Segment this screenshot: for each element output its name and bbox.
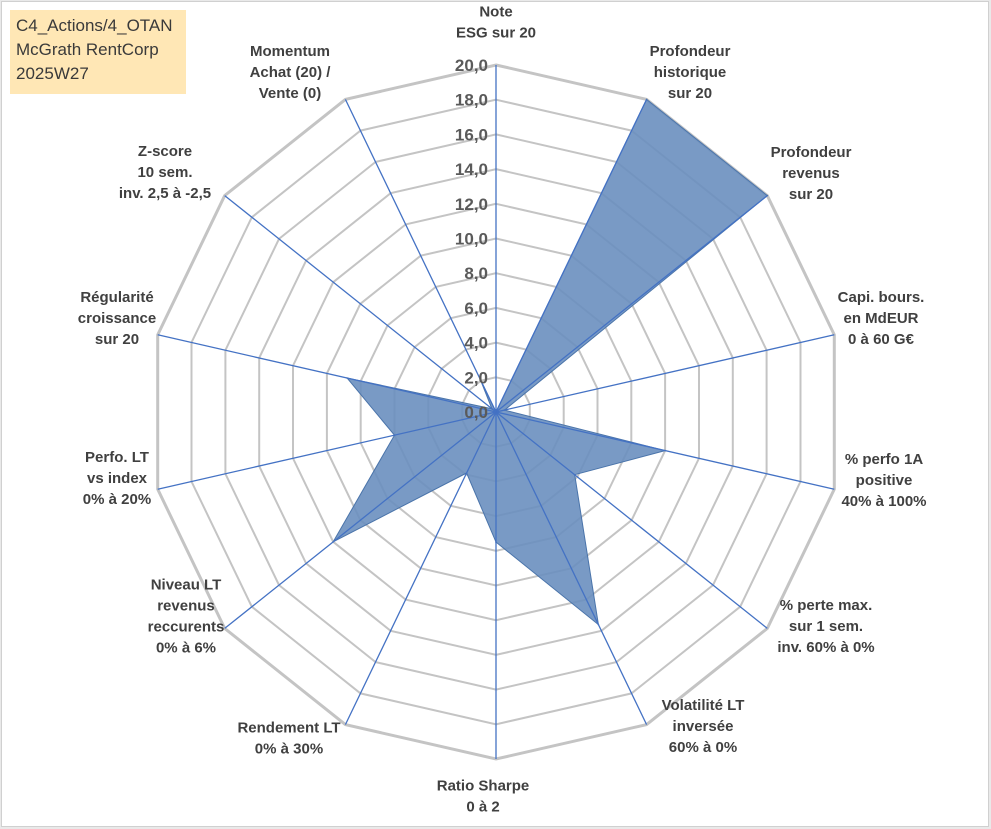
axis-label-line: Profondeur xyxy=(650,43,731,60)
axis-label-group: Niveau LT revenus reccurents 0% à 6% xyxy=(148,577,225,657)
axis-spoke xyxy=(157,334,497,413)
axis-label-line: revenus xyxy=(157,598,215,615)
axis-label-line: Niveau LT xyxy=(151,577,222,594)
axis-label-group: Capi. bours. en MdEUR 0 à 60 G€ xyxy=(838,289,925,348)
r-tick-label: 4,0 xyxy=(464,334,488,353)
axis-label-line: inv. 60% à 0% xyxy=(777,639,874,656)
axis-label-line: historique xyxy=(654,64,727,81)
axis-label-line: revenus xyxy=(782,165,840,182)
axis-label-line: inv. 2,5 à -2,5 xyxy=(119,185,211,202)
axis-label-line: en MdEUR xyxy=(844,310,919,327)
r-tick-label: 10,0 xyxy=(455,230,488,249)
axis-label-line: 0% à 6% xyxy=(156,640,216,657)
axis-label-line: Note xyxy=(479,4,512,21)
info-category: C4_Actions/4_OTAN xyxy=(16,16,173,35)
r-tick-label: 18,0 xyxy=(455,91,488,110)
axis-label-line: Vente (0) xyxy=(259,85,322,102)
r-tick-label: 0,0 xyxy=(464,403,488,422)
axis-label-line: 60% à 0% xyxy=(669,739,737,756)
axis-spoke xyxy=(495,411,835,490)
axis-label-line: 0 à 60 G€ xyxy=(848,331,915,348)
axis-label-line: % perfo 1A xyxy=(845,451,924,468)
axis-label-line: 0% à 30% xyxy=(255,741,323,758)
axis-label-line: positive xyxy=(856,472,913,489)
axis-label-line: Capi. bours. xyxy=(838,289,925,306)
r-tick-label: 14,0 xyxy=(455,160,488,179)
info-week: 2025W27 xyxy=(16,64,89,83)
axis-label-group: Rendement LT 0% à 30% xyxy=(237,720,340,758)
axis-label-line: sur 20 xyxy=(668,85,712,102)
axis-spoke xyxy=(495,411,768,629)
axis-label-line: sur 1 sem. xyxy=(789,618,863,635)
axis-spoke xyxy=(495,411,648,725)
axis-label-line: ESG sur 20 xyxy=(456,25,536,42)
axis-label-line: Profondeur xyxy=(771,144,852,161)
axis-spoke xyxy=(224,195,497,413)
axis-label-line: 40% à 100% xyxy=(841,493,926,510)
axis-spoke xyxy=(344,411,497,725)
axis-label-line: sur 20 xyxy=(789,186,833,203)
info-company: McGrath RentCorp xyxy=(16,40,159,59)
axis-label-line: 10 sem. xyxy=(137,164,192,181)
axis-spoke xyxy=(495,195,768,413)
axis-label-group: Volatilité LT inversée 60% à 0% xyxy=(662,697,745,756)
axis-label-line: vs index xyxy=(87,470,148,487)
axis-label-line: 0 à 2 xyxy=(466,799,499,816)
axis-label-line: reccurents xyxy=(148,619,225,636)
r-tick-label: 2,0 xyxy=(464,368,488,387)
axis-label-group: Profondeur revenus sur 20 xyxy=(771,144,852,203)
axis-spoke xyxy=(495,334,835,413)
axis-label-line: Z-score xyxy=(138,143,192,160)
tick-labels: 0,0 2,0 4,0 6,0 8,0 10,0 12,0 14,0 16,0 18,0 20,0 xyxy=(455,56,488,422)
axis-label-line: Régularité xyxy=(80,289,153,306)
axis-label-line: Ratio Sharpe xyxy=(437,778,530,795)
r-tick-label: 12,0 xyxy=(455,195,488,214)
axis-label-group: Profondeur historique sur 20 xyxy=(650,43,731,102)
axis-label-line: % perte max. xyxy=(780,597,873,614)
axis-label-line: sur 20 xyxy=(95,331,139,348)
spoke-layer xyxy=(157,65,835,759)
axis-label-group: Régularité croissance sur 20 xyxy=(78,289,156,348)
axis-spoke xyxy=(495,99,648,413)
axis-labels: Note ESG sur 20 Profondeur historique sur 20… xyxy=(78,4,927,816)
axis-label-line: inversée xyxy=(673,718,734,735)
axis-label-group: Perfo. LT vs index 0% à 20% xyxy=(83,449,151,508)
axis-label-group: Z-score 10 sem. inv. 2,5 à -2,5 xyxy=(119,143,211,202)
axis-label-line: croissance xyxy=(78,310,156,327)
axis-label-line: 0% à 20% xyxy=(83,491,151,508)
r-tick-label: 8,0 xyxy=(464,264,488,283)
series-layer xyxy=(331,98,769,626)
axis-label-group: % perfo 1A positive 40% à 100% xyxy=(841,451,926,510)
r-tick-label: 20,0 xyxy=(455,56,488,75)
axis-label-group: Ratio Sharpe 0 à 2 xyxy=(437,778,530,816)
axis-label-line: Momentum xyxy=(250,43,330,60)
axis-label-line: Volatilité LT xyxy=(662,697,745,714)
axis-spoke xyxy=(157,411,497,490)
axis-label-group: % perte max. sur 1 sem. inv. 60% à 0% xyxy=(777,597,874,656)
info-box: C4_Actions/4_OTAN McGrath RentCorp 2025W… xyxy=(10,10,186,94)
r-tick-label: 16,0 xyxy=(455,125,488,144)
axis-spoke xyxy=(224,411,497,629)
axis-label-line: Rendement LT xyxy=(237,720,340,737)
r-tick-label: 6,0 xyxy=(464,299,488,318)
series-area xyxy=(331,98,769,626)
axis-label-line: Perfo. LT xyxy=(85,449,149,466)
axis-label-group: Momentum Achat (20) / Vente (0) xyxy=(250,43,332,102)
axis-spoke xyxy=(344,99,497,413)
axis-label-line: Achat (20) / xyxy=(250,64,332,81)
axis-label-group: Note ESG sur 20 xyxy=(456,4,536,42)
